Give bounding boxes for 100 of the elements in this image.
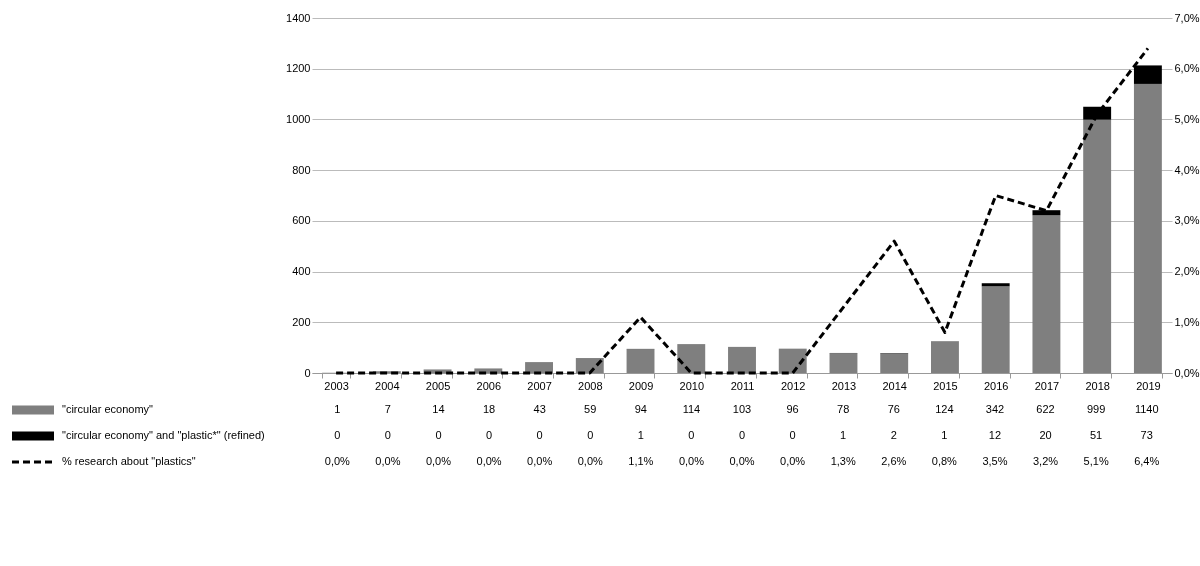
bar bbox=[1133, 83, 1162, 373]
data-label: 18 bbox=[482, 403, 496, 415]
bar bbox=[1083, 106, 1112, 120]
data-label: 0,0% bbox=[678, 455, 705, 467]
y-tick-label: 0 bbox=[304, 366, 311, 379]
data-label: 1 bbox=[941, 429, 948, 441]
y2-tick-label: 2,0% bbox=[1174, 265, 1200, 278]
x-tick-label: 2014 bbox=[882, 379, 907, 392]
data-label: 0 bbox=[384, 429, 391, 441]
data-label: 0 bbox=[738, 429, 746, 441]
x-tick-label: 2005 bbox=[425, 379, 451, 392]
x-tick-label: 2019 bbox=[1136, 379, 1161, 392]
data-label: 0 bbox=[789, 429, 796, 441]
x-tick-label: 2007 bbox=[527, 379, 552, 392]
data-label: 2,6% bbox=[881, 455, 907, 467]
data-label: 3,5% bbox=[982, 455, 1008, 467]
data-label: 20 bbox=[1039, 429, 1052, 441]
data-label: 0 bbox=[688, 429, 695, 441]
bar bbox=[677, 344, 706, 373]
x-tick-label: 2016 bbox=[983, 379, 1009, 392]
data-label: 51 bbox=[1089, 429, 1103, 441]
data-label: 1140 bbox=[1134, 403, 1159, 415]
x-tick-label: 2006 bbox=[476, 379, 502, 392]
x-tick-label: 2012 bbox=[781, 379, 806, 392]
data-label: 43 bbox=[533, 403, 546, 415]
x-tick-label: 2009 bbox=[628, 379, 654, 392]
data-label: 5,1% bbox=[1083, 455, 1109, 467]
data-label: 3,2% bbox=[1032, 455, 1059, 467]
data-label: 999 bbox=[1086, 403, 1106, 415]
y-tick-label: 1000 bbox=[286, 112, 311, 125]
bar bbox=[829, 353, 858, 373]
bar bbox=[728, 346, 756, 373]
y-tick-label: 200 bbox=[292, 315, 311, 328]
bar bbox=[981, 286, 1010, 373]
x-tick-label: 2013 bbox=[831, 379, 857, 392]
data-label: 78 bbox=[837, 403, 850, 415]
data-label: 0 bbox=[587, 429, 594, 441]
bar bbox=[525, 362, 553, 373]
data-label: 0,0% bbox=[476, 455, 502, 467]
bar bbox=[931, 341, 959, 373]
y2-tick-label: 3,0% bbox=[1174, 214, 1200, 227]
y2-tick-label: 1,0% bbox=[1174, 315, 1200, 328]
data-label: 114 bbox=[682, 403, 701, 415]
data-label: 124 bbox=[935, 403, 954, 415]
data-label: 1 bbox=[840, 429, 847, 441]
data-label: 0,0% bbox=[527, 455, 553, 467]
data-label: 1 bbox=[637, 429, 644, 441]
data-label: 73 bbox=[1140, 429, 1153, 441]
x-tick-label: 2004 bbox=[375, 379, 400, 392]
data-label: 0,0% bbox=[780, 455, 806, 467]
bar bbox=[626, 349, 655, 373]
y-tick-label: 1200 bbox=[286, 62, 311, 75]
data-label: 12 bbox=[988, 429, 1002, 441]
data-label: 0,0% bbox=[324, 455, 351, 467]
y2-tick-label: 4,0% bbox=[1174, 163, 1200, 176]
y2-tick-label: 0,0% bbox=[1174, 366, 1200, 379]
bar bbox=[981, 283, 1010, 287]
data-label: 94 bbox=[634, 403, 647, 415]
y-tick-label: 800 bbox=[292, 163, 311, 176]
data-label: 0 bbox=[334, 429, 341, 441]
data-label: 59 bbox=[584, 403, 597, 415]
legend-label: % research about "plastics" bbox=[62, 455, 196, 467]
y-tick-label: 1400 bbox=[286, 11, 311, 24]
data-label: 0 bbox=[486, 429, 493, 441]
x-tick-label: 2017 bbox=[1034, 379, 1060, 392]
legend-label: "circular economy" bbox=[62, 403, 154, 415]
y-tick-label: 400 bbox=[292, 265, 311, 278]
data-label: 0,0% bbox=[577, 455, 603, 467]
x-tick-label: 2011 bbox=[730, 379, 755, 392]
data-label: 1 bbox=[334, 403, 341, 415]
y2-tick-label: 7,0% bbox=[1174, 11, 1200, 24]
x-tick-label: 2008 bbox=[578, 379, 603, 392]
x-tick-label: 2015 bbox=[933, 379, 958, 392]
data-label: 6,4% bbox=[1134, 455, 1160, 467]
data-label: 1,3% bbox=[830, 455, 856, 467]
data-label: 7 bbox=[384, 403, 391, 415]
data-label: 0,0% bbox=[375, 455, 401, 467]
data-label: 103 bbox=[732, 403, 752, 415]
y2-tick-label: 5,0% bbox=[1174, 112, 1200, 125]
y2-tick-label: 6,0% bbox=[1174, 62, 1200, 75]
data-label: 1,1% bbox=[628, 455, 654, 467]
legend-label: "circular economy" and "plastic*" (refined) bbox=[62, 429, 265, 441]
data-label: 342 bbox=[985, 403, 1005, 415]
bar bbox=[1083, 119, 1112, 373]
x-tick-label: 2010 bbox=[679, 379, 704, 392]
bar bbox=[1032, 215, 1061, 373]
data-label: 622 bbox=[1036, 403, 1055, 415]
bar bbox=[778, 348, 807, 373]
bar bbox=[1032, 210, 1061, 216]
data-label: 0,0% bbox=[729, 455, 755, 467]
data-label: 14 bbox=[432, 403, 445, 415]
bar bbox=[880, 353, 909, 373]
x-tick-label: 2003 bbox=[324, 379, 349, 392]
data-label: 0 bbox=[536, 429, 543, 441]
data-label: 0,8% bbox=[931, 455, 958, 467]
data-label: 96 bbox=[786, 403, 799, 415]
data-label: 76 bbox=[887, 403, 900, 415]
data-label: 2 bbox=[890, 429, 897, 441]
x-tick-label: 2018 bbox=[1085, 379, 1110, 392]
y-tick-label: 600 bbox=[292, 214, 311, 227]
